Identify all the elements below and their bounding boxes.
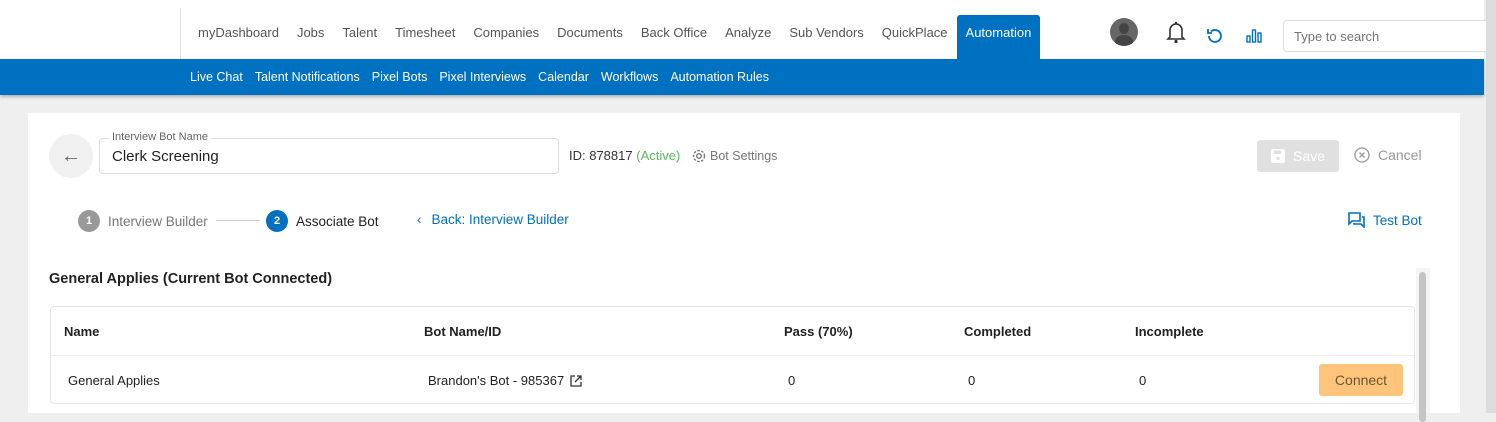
subnav-automation-rules[interactable]: Automation Rules [670,70,769,84]
back-interview-builder-link[interactable]: ‹ Back: Interview Builder [417,212,569,227]
connect-button[interactable]: Connect [1319,364,1403,396]
subnav-live-chat[interactable]: Live Chat [190,70,243,84]
subnav-calendar[interactable]: Calendar [538,70,589,84]
chat-icon [1348,212,1365,228]
bot-link[interactable]: Brandon's Bot - 985367 [428,373,565,388]
search-input[interactable] [1283,20,1493,52]
col-header-bot: Bot Name/ID [424,324,502,339]
bell-icon[interactable] [1166,20,1186,44]
test-bot-label: Test Bot [1373,212,1422,228]
bot-card [28,113,1460,413]
nav-talent[interactable]: Talent [342,25,378,40]
step-number: 1 [78,210,100,232]
cancel-label: Cancel [1378,147,1422,163]
nav-back-office[interactable]: Back Office [640,25,708,40]
nav-mydashboard[interactable]: myDashboard [198,25,279,40]
close-circle-icon [1354,147,1370,163]
back-button[interactable]: ← [49,134,93,178]
gear-icon [692,149,706,163]
divider [180,8,181,59]
nav-quickplace[interactable]: QuickPlace [881,25,948,40]
col-header-name: Name [64,324,100,339]
cell-incomplete: 0 [1139,373,1147,388]
subnav-workflows[interactable]: Workflows [600,70,659,84]
arrow-left-icon: ← [61,145,81,167]
external-link-icon[interactable] [570,374,582,387]
main-nav: myDashboard Jobs Talent Timesheet Compan… [189,15,1041,59]
subnav-pixel-bots[interactable]: Pixel Bots [371,70,428,84]
step-associate-bot[interactable]: 2 Associate Bot [266,210,379,232]
back-link-label: Back: Interview Builder [431,212,569,227]
scrollbar-thumb[interactable] [1419,272,1426,422]
cancel-button[interactable]: Cancel [1354,147,1422,163]
cell-name: General Applies [68,373,160,388]
nav-companies[interactable]: Companies [473,25,540,40]
top-bar: myDashboard Jobs Talent Timesheet Compan… [0,0,1493,59]
bots-table: Name Bot Name/ID Pass (70%) Completed In… [50,306,1415,404]
status-badge: (Active) [636,148,681,163]
nav-timesheet[interactable]: Timesheet [395,25,456,40]
nav-sub-vendors[interactable]: Sub Vendors [789,25,864,40]
bot-name-label: Interview Bot Name [109,131,211,143]
step-number: 2 [266,210,288,232]
bot-settings-button[interactable]: Bot Settings [690,147,777,165]
bot-settings-label: Bot Settings [710,149,778,163]
save-label: Save [1293,148,1325,164]
bar-chart-icon[interactable] [1246,28,1262,43]
table-scrollbar[interactable] [1416,268,1430,422]
save-button[interactable]: Save [1257,140,1339,172]
section-title: General Applies (Current Bot Connected) [49,271,333,287]
subnav-pixel-interviews[interactable]: Pixel Interviews [439,70,527,84]
avatar[interactable] [1110,18,1138,46]
step-interview-builder[interactable]: 1 Interview Builder [78,210,208,232]
cell-pass: 0 [788,373,796,388]
step-label: Interview Builder [108,213,208,229]
row-divider [51,355,1414,356]
nav-automation[interactable]: Automation [956,15,1041,59]
col-header-completed: Completed [964,324,1032,339]
bot-id: ID: 878817 (Active) [569,148,680,163]
cell-completed: 0 [968,373,976,388]
step-label: Associate Bot [296,213,379,229]
refresh-icon[interactable] [1206,27,1224,45]
bot-name-value[interactable]: Clerk Screening [112,148,219,165]
col-header-pass: Pass (70%) [784,324,853,339]
bot-id-text: ID: 878817 [569,148,633,163]
nav-documents[interactable]: Documents [557,25,623,40]
col-header-incomplete: Incomplete [1135,324,1204,339]
chevron-left-icon: ‹ [417,212,422,227]
test-bot-button[interactable]: Test Bot [1348,212,1422,228]
nav-analyze[interactable]: Analyze [725,25,772,40]
page-scrollbar[interactable] [1486,0,1496,413]
sub-nav: Live Chat Talent Notifications Pixel Bot… [0,59,1484,95]
nav-jobs[interactable]: Jobs [296,25,325,40]
floppy-icon [1271,149,1286,163]
bot-name-field[interactable]: Interview Bot Name Clerk Screening [99,131,559,174]
cell-bot[interactable]: Brandon's Bot - 985367 [428,373,582,388]
step-connector [216,220,260,221]
subnav-talent-notifications[interactable]: Talent Notifications [254,70,360,84]
